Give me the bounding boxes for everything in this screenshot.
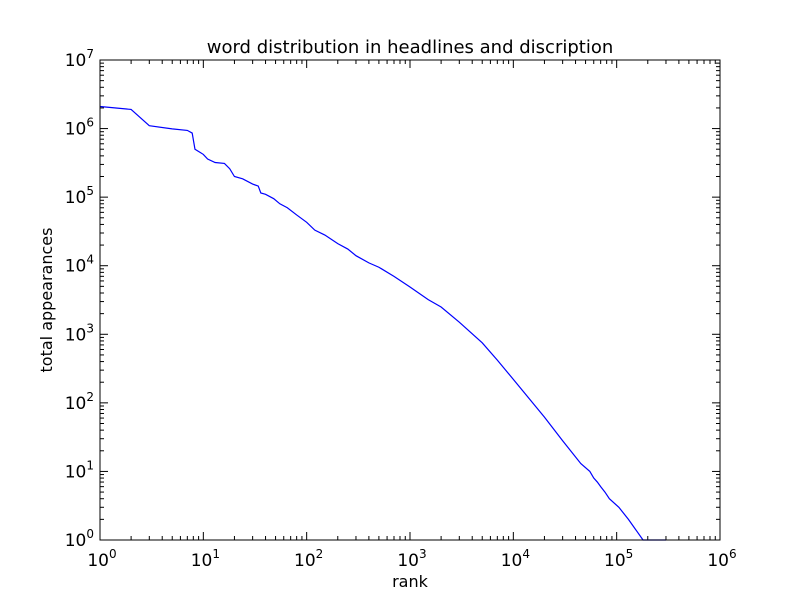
y-tick-label: 102: [65, 390, 94, 414]
y-axis-label: total appearances: [37, 228, 56, 373]
y-tick-label: 104: [65, 253, 94, 277]
x-axis-label: rank: [392, 572, 429, 591]
y-tick-label: 105: [65, 184, 94, 208]
x-tick-label: 104: [501, 547, 530, 571]
series-line: [99, 105, 666, 541]
y-tick-label: 101: [65, 458, 94, 482]
y-tick-label: 106: [65, 116, 94, 140]
x-tick-label: 102: [294, 547, 323, 571]
x-tick-label: 103: [397, 547, 426, 571]
x-tick-label: 100: [87, 547, 116, 571]
y-tick-label: 103: [65, 321, 94, 345]
x-tick-label: 105: [604, 547, 633, 571]
plot-frame: [99, 59, 721, 541]
chart-title: word distribution in headlines and discr…: [207, 37, 614, 58]
x-tick-label: 101: [191, 547, 220, 571]
x-tick-label: 106: [707, 547, 736, 571]
y-tick-label: 107: [65, 47, 94, 71]
y-tick-label: 100: [65, 527, 94, 551]
